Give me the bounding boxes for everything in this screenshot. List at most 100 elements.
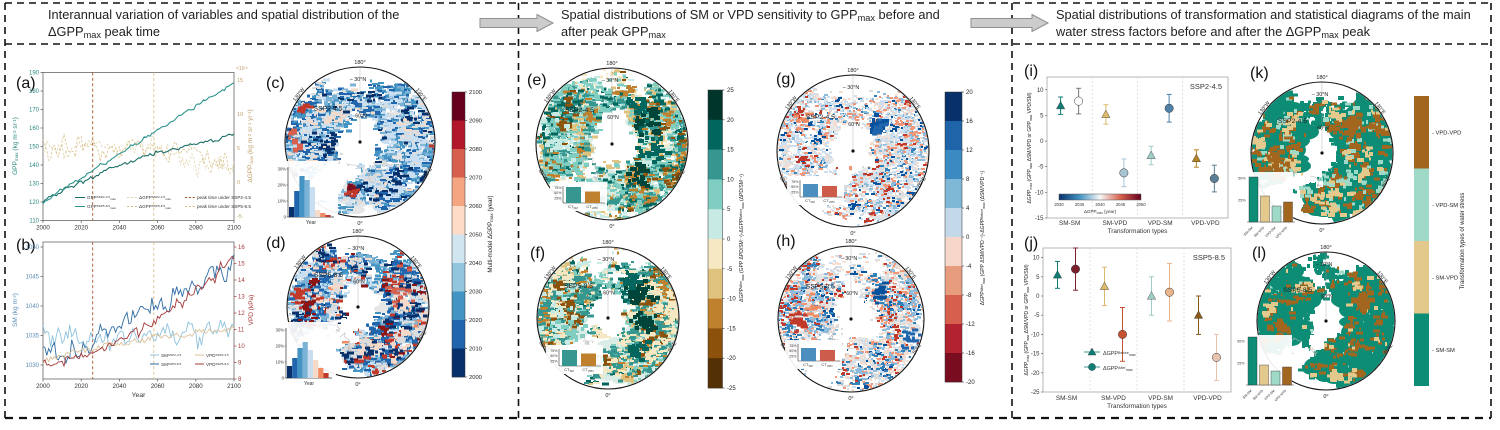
svg-text:2100: 2100 (227, 225, 241, 232)
svg-text:-10: -10 (1031, 332, 1040, 338)
svg-text:25%: 25% (1238, 199, 1246, 203)
svg-text:2080: 2080 (189, 225, 203, 232)
svg-text:2090: 2090 (469, 119, 482, 125)
svg-text:60°N: 60°N (603, 291, 615, 297)
svg-text:SSP5-8.5: SSP5-8.5 (1283, 287, 1312, 294)
svg-text:SM-SM: SM-SM (1056, 395, 1077, 402)
svg-text:Multi-model ΔGPPmax (year): Multi-model ΔGPPmax (year) (487, 195, 494, 272)
svg-text:60°N: 60°N (846, 291, 858, 297)
svg-text:SM-VPD: SM-VPD (1101, 395, 1126, 402)
svg-text:1050: 1050 (26, 245, 40, 251)
svg-text:150: 150 (29, 145, 40, 151)
svg-text:2060: 2060 (469, 204, 482, 210)
svg-text:10: 10 (1037, 88, 1044, 94)
svg-text:190: 190 (29, 71, 40, 77)
svg-text:-5: -5 (1038, 165, 1044, 171)
svg-text:2100: 2100 (227, 383, 241, 390)
svg-text:2040: 2040 (1095, 202, 1105, 207)
svg-text:Year: Year (304, 381, 314, 387)
svg-text:11: 11 (238, 328, 245, 334)
svg-text:– 30°N: – 30°N (843, 85, 860, 91)
svg-text:SM (kg m-2): SM (kg m-2) (12, 293, 19, 327)
svg-text:14: 14 (238, 278, 245, 284)
svg-text:0°: 0° (1323, 394, 1328, 400)
svg-text:60°N: 60°N (848, 122, 860, 128)
svg-text:ΔGPPSSP2-4.5max: ΔGPPSSP2-4.5max (139, 195, 171, 201)
svg-text:-25: -25 (727, 386, 736, 392)
svg-text:20: 20 (727, 118, 734, 124)
svg-text:(c): (c) (266, 75, 285, 92)
svg-text:9: 9 (238, 361, 242, 367)
svg-text:2070: 2070 (469, 176, 482, 182)
svg-text:30%: 30% (276, 328, 285, 333)
svg-text:SMSSP2-4.5: SMSSP2-4.5 (161, 353, 181, 358)
svg-text:2010: 2010 (469, 347, 482, 353)
svg-text:180°: 180° (845, 239, 857, 245)
svg-text:GPPSSP5-8.5max: GPPSSP5-8.5max (87, 204, 116, 210)
svg-text:50%: 50% (789, 349, 797, 353)
svg-text:2035: 2035 (1075, 202, 1085, 207)
svg-text:20%: 20% (276, 344, 285, 349)
svg-text:2045: 2045 (1116, 202, 1126, 207)
svg-text:120: 120 (29, 200, 40, 206)
svg-text:(i): (i) (1024, 63, 1038, 80)
svg-text:– 30°N: – 30°N (602, 78, 619, 84)
svg-text:12: 12 (238, 311, 245, 317)
svg-text:VPD (kPa): VPD (kPa) (248, 295, 255, 326)
svg-text:-15: -15 (727, 326, 736, 332)
svg-text:2050: 2050 (469, 233, 482, 239)
svg-text:-5: -5 (1034, 313, 1040, 319)
svg-text:180: 180 (29, 89, 40, 95)
svg-text:Interannual variation of varia: Interannual variation of variables and s… (48, 7, 399, 22)
svg-text:-16: -16 (966, 351, 975, 357)
svg-text:10: 10 (727, 177, 734, 183)
svg-text:10: 10 (238, 344, 245, 350)
svg-text:- SM-SM: - SM-SM (1432, 348, 1455, 354)
svg-text:SSP2-4.5: SSP2-4.5 (806, 114, 835, 121)
svg-text:180°: 180° (602, 240, 614, 246)
svg-text:VPDSSP2-4.5: VPDSSP2-4.5 (206, 353, 229, 358)
svg-text:110: 110 (29, 219, 39, 225)
svg-text:2000: 2000 (36, 383, 50, 390)
svg-text:2040: 2040 (469, 261, 482, 267)
svg-text:60°E: 60°E (417, 329, 429, 342)
svg-text:15: 15 (727, 148, 734, 154)
svg-text:50%: 50% (1237, 340, 1245, 344)
svg-text:2060: 2060 (151, 225, 165, 232)
svg-text:CTSM: CTSM (564, 367, 574, 373)
svg-text:VPD-SM: VPD-SM (1148, 395, 1173, 402)
svg-text:0°: 0° (605, 393, 610, 399)
svg-text:2080: 2080 (189, 383, 203, 390)
svg-text:ΔGPPmax (kg m-2 sr-1 yr-1): ΔGPPmax (kg m-2 sr-1 yr-1) (247, 109, 254, 182)
svg-text:-20: -20 (1031, 371, 1040, 377)
svg-text:0°: 0° (850, 231, 855, 237)
svg-text:8: 8 (238, 377, 242, 383)
svg-text:25: 25 (727, 88, 734, 94)
svg-text:2000: 2000 (36, 225, 50, 232)
svg-text:(l): (l) (1252, 245, 1266, 262)
svg-text:75%: 75% (554, 186, 562, 190)
svg-text:– 30°N: – 30°N (1316, 262, 1333, 268)
svg-text:60°N: 60°N (1321, 294, 1333, 300)
svg-text:-10: -10 (727, 297, 736, 303)
svg-text:- VPD-SM: - VPD-SM (1432, 203, 1458, 209)
svg-text:0°: 0° (357, 221, 362, 227)
svg-text:GPPmax (kg m-2 sr-1): GPPmax (kg m-2 sr-1) (12, 117, 19, 175)
svg-text:170: 170 (29, 108, 40, 114)
svg-text:SSP2-4.5: SSP2-4.5 (1190, 82, 1222, 91)
svg-text:25%: 25% (554, 196, 562, 200)
svg-text:0°: 0° (1319, 228, 1324, 234)
svg-text:CTVPD: CTVPD (821, 362, 832, 368)
svg-text:60°E: 60°E (675, 169, 687, 182)
svg-text:-15: -15 (1031, 352, 1040, 358)
svg-text:- VPD-VPD: - VPD-VPD (1432, 130, 1461, 136)
svg-text:-8: -8 (966, 293, 972, 299)
svg-text:50%: 50% (550, 354, 558, 358)
svg-text:2000: 2000 (469, 375, 482, 381)
svg-text:10: 10 (237, 112, 243, 118)
svg-text:0°: 0° (609, 224, 614, 230)
svg-text:180°: 180° (847, 68, 859, 74)
svg-text:CTSM: CTSM (803, 362, 813, 368)
svg-text:16: 16 (966, 119, 973, 125)
svg-text:(a): (a) (16, 75, 36, 92)
